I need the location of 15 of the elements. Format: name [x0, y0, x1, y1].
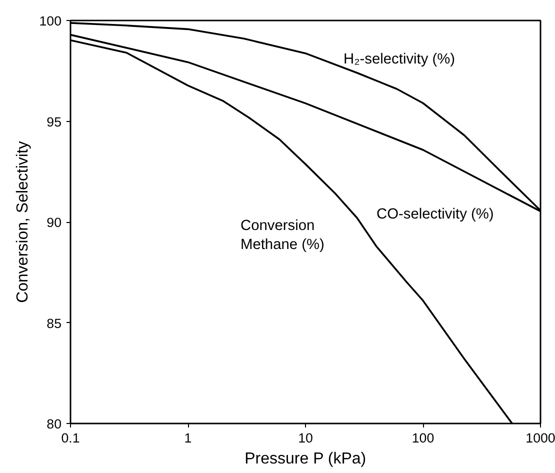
x-tick-label: 0.1 — [61, 430, 80, 446]
series-label: CO-selectivity (%) — [376, 206, 494, 222]
y-tick-label: 80 — [46, 416, 62, 432]
y-axis-title: Conversion, Selectivity — [14, 141, 32, 303]
x-tick-label: 100 — [412, 430, 434, 446]
x-tick-label: 10 — [298, 430, 313, 446]
y-tick-label: 90 — [46, 215, 62, 230]
y-tick-label: 85 — [46, 316, 62, 331]
series-label: Conversion Methane (%) — [240, 218, 324, 254]
y-tick-label: 95 — [46, 114, 62, 130]
series-label: H₂-selectivity (%) — [344, 52, 456, 68]
x-tick-label: 1 — [184, 430, 192, 446]
x-axis-title: Pressure P (kPa) — [244, 450, 366, 468]
x-tick-label: 1000 — [526, 430, 555, 446]
y-tick-label: 100 — [39, 14, 62, 28]
